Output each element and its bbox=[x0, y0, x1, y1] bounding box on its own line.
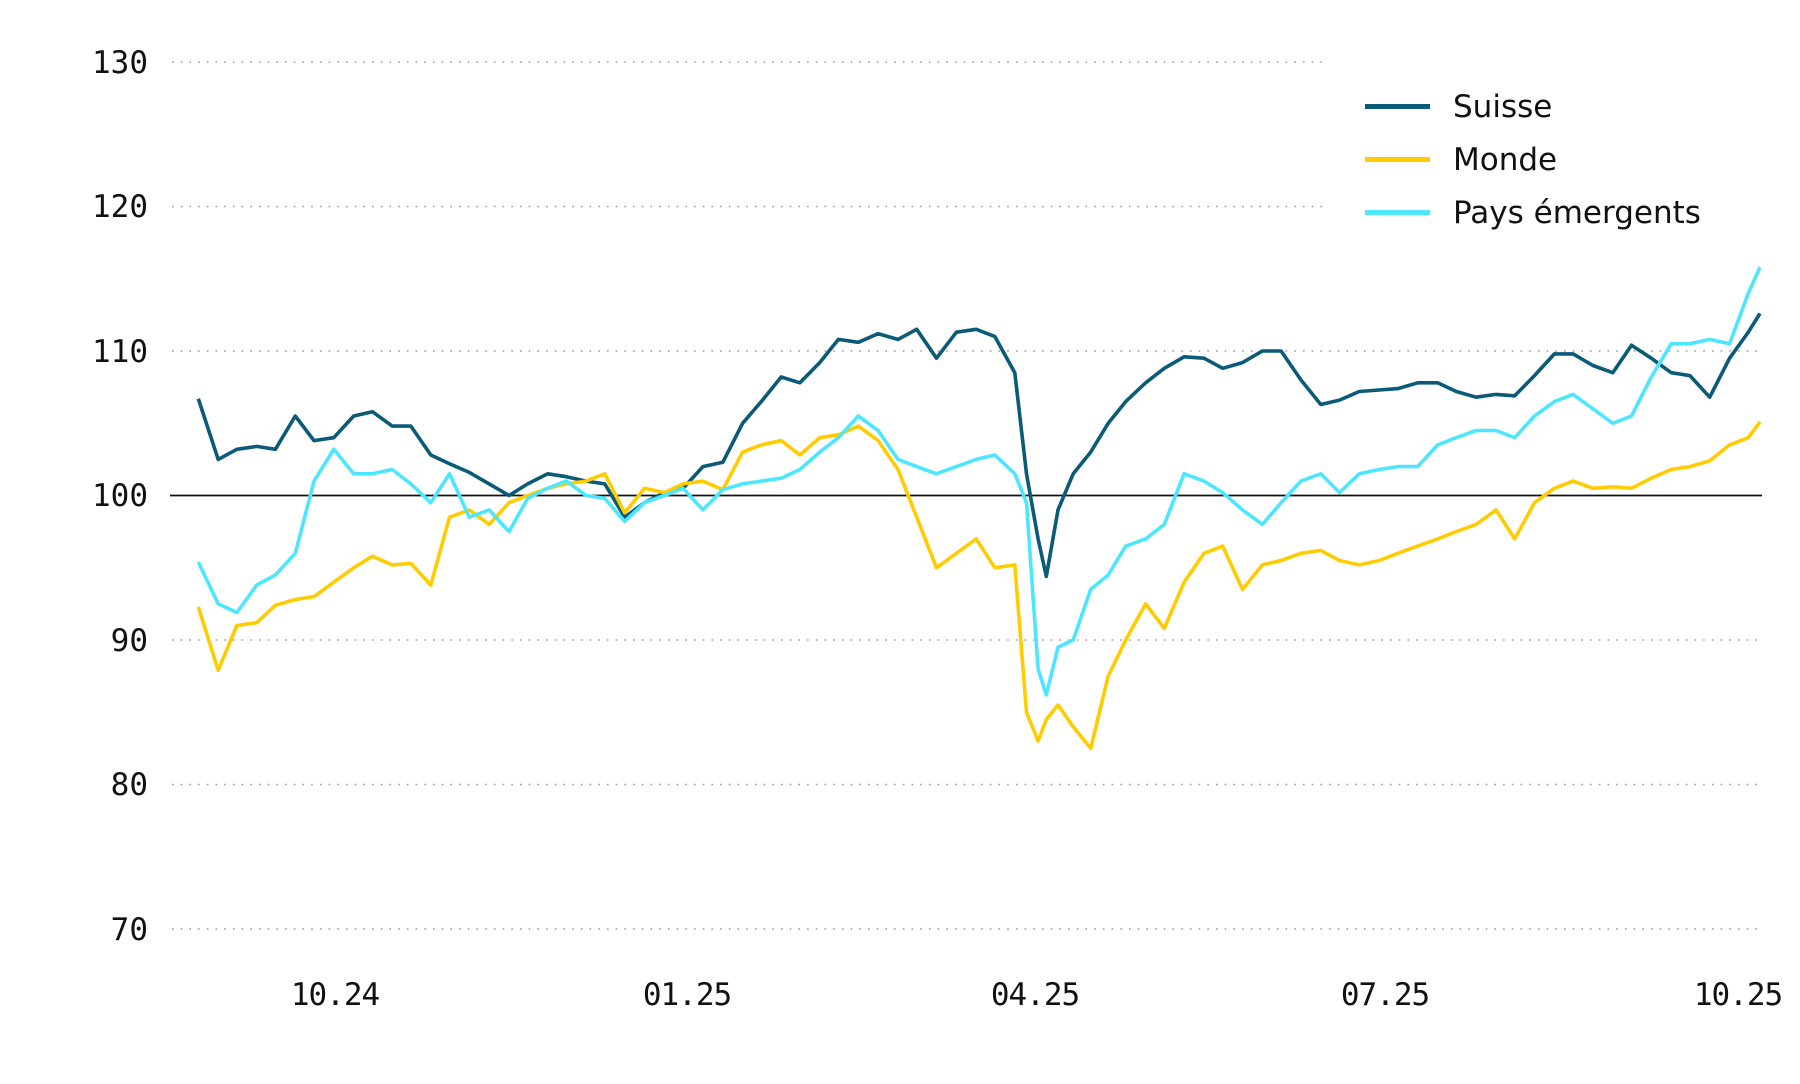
x-tick-label: 10.25 bbox=[1693, 977, 1783, 1013]
x-tick-label: 01.25 bbox=[642, 977, 732, 1013]
y-tick-label: 100 bbox=[92, 478, 148, 514]
series-line-monde bbox=[196, 420, 1762, 751]
y-tick-label: 70 bbox=[110, 912, 148, 948]
legend-label: Suisse bbox=[1453, 88, 1553, 125]
series-lines bbox=[196, 266, 1762, 751]
y-tick-label: 120 bbox=[92, 189, 148, 225]
legend-line-icon bbox=[1365, 210, 1430, 215]
x-tick-label: 07.25 bbox=[1340, 977, 1430, 1013]
legend-item-pays-emergents: Pays émergents bbox=[1365, 186, 1701, 239]
y-tick-label: 110 bbox=[92, 334, 148, 370]
series-line-pays-mergents bbox=[196, 266, 1762, 697]
legend: Suisse Monde Pays émergents bbox=[1365, 80, 1701, 239]
legend-item-monde: Monde bbox=[1365, 133, 1701, 186]
legend-label: Pays émergents bbox=[1453, 194, 1701, 231]
y-tick-label: 130 bbox=[92, 45, 148, 81]
legend-item-suisse: Suisse bbox=[1365, 80, 1701, 133]
legend-line-icon bbox=[1365, 157, 1430, 162]
x-tick-label: 10.24 bbox=[290, 977, 380, 1013]
series-line-suisse bbox=[196, 312, 1762, 579]
y-tick-label: 90 bbox=[110, 623, 148, 659]
legend-label: Monde bbox=[1453, 141, 1558, 178]
legend-line-icon bbox=[1365, 104, 1430, 109]
gridlines bbox=[172, 61, 1762, 930]
y-tick-label: 80 bbox=[110, 767, 148, 803]
x-tick-label: 04.25 bbox=[990, 977, 1080, 1013]
